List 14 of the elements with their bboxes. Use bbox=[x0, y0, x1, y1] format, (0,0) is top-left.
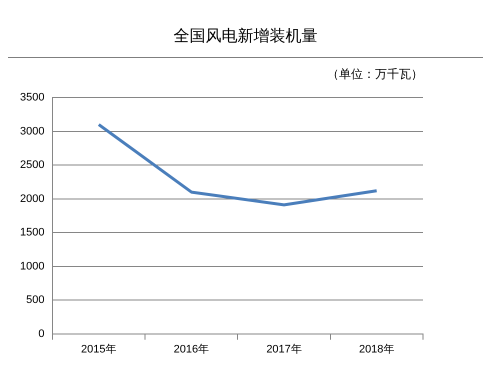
y-tick-label: 2000 bbox=[20, 192, 44, 205]
x-tick-label: 2018年 bbox=[358, 343, 394, 356]
x-tick-label: 2017年 bbox=[266, 343, 302, 356]
text: （单位：万千瓦） bbox=[326, 66, 424, 83]
y-tick-label: 2500 bbox=[20, 159, 44, 172]
y-tick-label: 3000 bbox=[20, 125, 44, 138]
y-tick-label: 1000 bbox=[20, 260, 44, 272]
y-tick-label: 500 bbox=[26, 294, 44, 306]
chart-title: 全国风电新增装机量 bbox=[172, 26, 318, 47]
y-tick-label: 1500 bbox=[20, 226, 44, 239]
y-tick-label: 3500 bbox=[20, 92, 44, 104]
x-tick-label: 2016年 bbox=[174, 343, 210, 356]
y-tick-label: 0 bbox=[38, 328, 44, 340]
x-tick-label: 2015年 bbox=[81, 343, 117, 356]
